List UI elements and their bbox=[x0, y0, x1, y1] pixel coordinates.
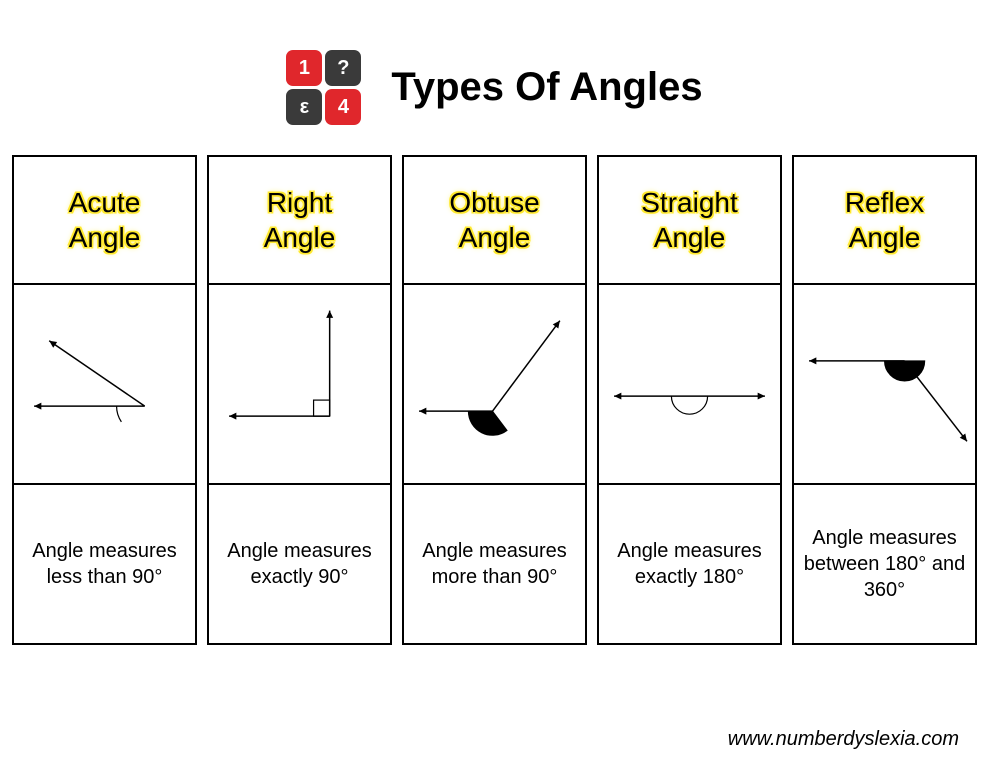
angle-column-1: RightAngle Angle measures exactly 90° bbox=[207, 155, 392, 645]
angle-diagram bbox=[12, 285, 197, 485]
angle-description: Angle measures exactly 90° bbox=[207, 485, 392, 645]
logo-tile-3: 4 bbox=[325, 89, 361, 125]
angle-grid: AcuteAngleAngle measures less than 90°Ri… bbox=[0, 155, 989, 645]
angle-diagram bbox=[402, 285, 587, 485]
logo-tile-0: 1 bbox=[286, 50, 322, 86]
angle-column-0: AcuteAngle Angle measures less than 90° bbox=[12, 155, 197, 645]
angle-diagram bbox=[792, 285, 977, 485]
angle-diagram bbox=[207, 285, 392, 485]
angle-description: Angle measures between 180° and 360° bbox=[792, 485, 977, 645]
logo-tile-1: ? bbox=[325, 50, 361, 86]
angle-column-2: ObtuseAngle Angle measures more than 90° bbox=[402, 155, 587, 645]
header: 1?ε4 Types Of Angles bbox=[0, 0, 989, 155]
angle-description: Angle measures less than 90° bbox=[12, 485, 197, 645]
angle-title: StraightAngle bbox=[597, 155, 782, 285]
angle-title: ReflexAngle bbox=[792, 155, 977, 285]
angle-title: RightAngle bbox=[207, 155, 392, 285]
angle-description: Angle measures exactly 180° bbox=[597, 485, 782, 645]
angle-title: AcuteAngle bbox=[12, 155, 197, 285]
angle-column-4: ReflexAngle Angle measures between 180° a… bbox=[792, 155, 977, 645]
angle-title: ObtuseAngle bbox=[402, 155, 587, 285]
angle-column-3: StraightAngle Angle measures exactly 180° bbox=[597, 155, 782, 645]
logo: 1?ε4 bbox=[286, 50, 361, 125]
page-title: Types Of Angles bbox=[391, 65, 702, 110]
logo-tile-2: ε bbox=[286, 89, 322, 125]
footer-url: www.numberdyslexia.com bbox=[728, 728, 959, 751]
angle-description: Angle measures more than 90° bbox=[402, 485, 587, 645]
angle-diagram bbox=[597, 285, 782, 485]
